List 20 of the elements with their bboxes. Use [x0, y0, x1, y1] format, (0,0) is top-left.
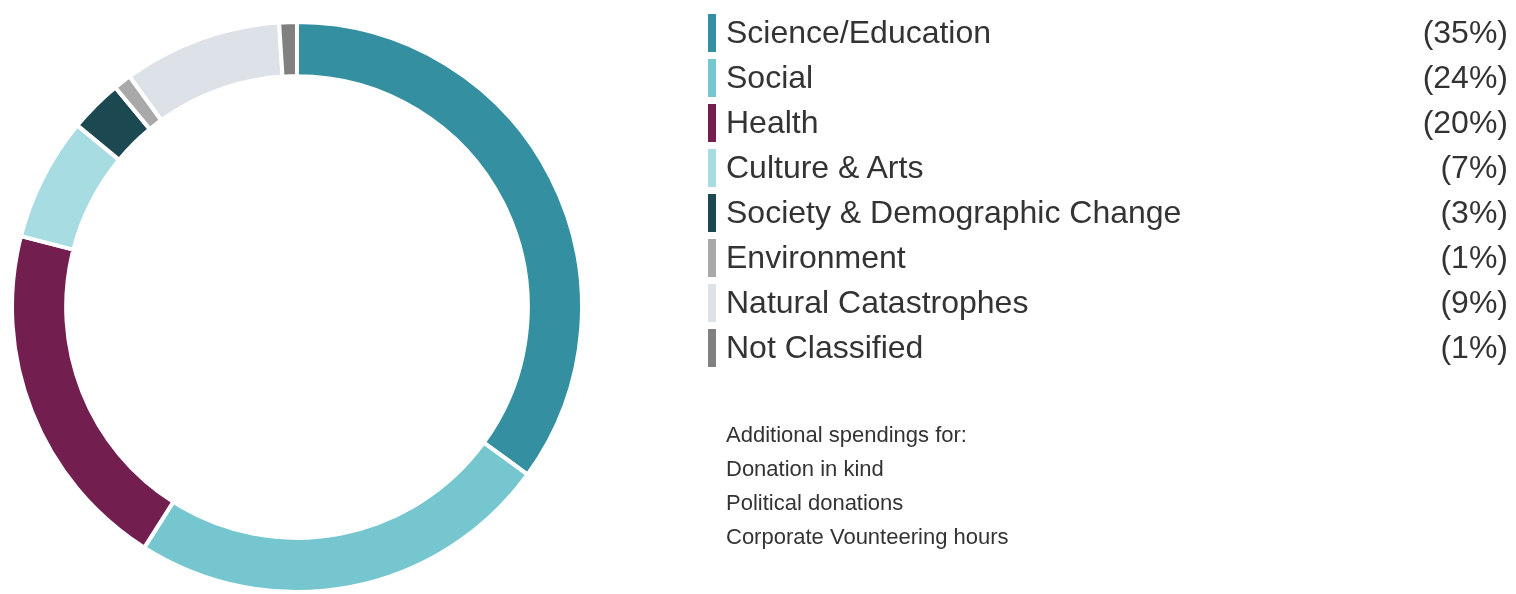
legend-label: Science/Education	[726, 14, 993, 51]
legend-label: Not Classified	[726, 329, 925, 366]
data-label: (35%)	[1422, 14, 1508, 51]
data-label: (3%)	[1440, 194, 1508, 231]
data-label: (1%)	[1440, 239, 1508, 276]
data-label: (1%)	[1440, 329, 1508, 366]
data-label: (20%)	[1422, 104, 1508, 141]
text: Donation in kind	[726, 455, 885, 483]
text: Corporate Vounteering hours	[726, 523, 1009, 551]
data-label: (24%)	[1422, 59, 1508, 96]
legend-label: Environment	[726, 239, 907, 276]
text: Additional spendings for:	[726, 421, 968, 449]
legend-label: Health	[726, 104, 820, 141]
legend-label: Culture & Arts	[726, 149, 925, 186]
text: Political donations	[726, 489, 905, 517]
data-label: (7%)	[1440, 149, 1508, 186]
legend-label: Natural Catastrophes	[726, 284, 1030, 321]
data-label: (9%)	[1440, 284, 1508, 321]
legend-label: Social	[726, 59, 815, 96]
legend-label: Society & Demographic Change	[726, 194, 1183, 231]
